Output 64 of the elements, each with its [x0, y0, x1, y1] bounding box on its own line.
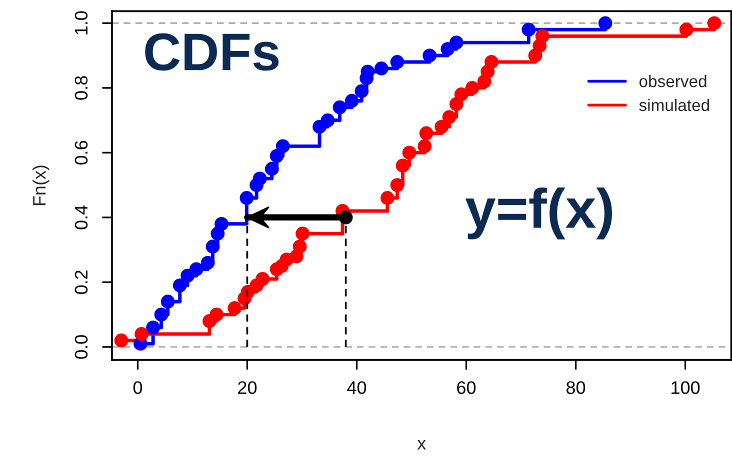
point: [214, 216, 228, 231]
point: [402, 146, 416, 160]
point: [442, 110, 456, 124]
x-axis-title: x: [417, 440, 426, 450]
point: [252, 172, 267, 186]
y-tick-label: 0.8: [74, 76, 88, 100]
point: [114, 334, 128, 348]
point: [707, 16, 722, 30]
x-tick-label: 20: [238, 381, 257, 394]
annotation: CDFs: [145, 33, 279, 71]
point: [434, 120, 449, 134]
point: [320, 113, 335, 128]
y-tick-label: 0.2: [74, 270, 88, 294]
point: [396, 158, 410, 173]
x-tick-label: 40: [347, 381, 366, 394]
point: [418, 139, 432, 154]
point: [422, 48, 437, 62]
x-tick-label: 60: [457, 381, 476, 394]
point: [240, 191, 254, 205]
point: [354, 84, 369, 98]
point: [380, 191, 394, 205]
point: [264, 162, 279, 176]
y-tick-label: 0.0: [74, 335, 88, 359]
point: [270, 148, 284, 163]
point: [390, 55, 404, 69]
point: [679, 22, 694, 37]
y-tick-label: 0.4: [74, 205, 88, 230]
y-tick-label: 1.0: [74, 11, 88, 34]
point: [332, 100, 347, 114]
point: [440, 42, 455, 56]
point: [228, 301, 242, 316]
point: [449, 36, 464, 50]
x-tick-label: 100: [672, 381, 700, 394]
point: [292, 240, 307, 254]
y-tick-label: 0.6: [74, 140, 88, 165]
legend-label: simulated: [639, 98, 710, 112]
point: [535, 29, 550, 44]
point: [296, 226, 310, 241]
annotation: y=f(x): [465, 188, 612, 240]
x-tick-label: 0: [133, 381, 142, 394]
point: [419, 126, 434, 140]
point: [256, 272, 270, 286]
legend-label: observed: [639, 74, 706, 88]
point: [598, 16, 612, 30]
point: [210, 308, 224, 322]
point: [200, 256, 215, 270]
point: [338, 210, 353, 224]
point: [390, 178, 404, 192]
point: [454, 87, 468, 102]
point: [146, 320, 160, 334]
point: [206, 240, 220, 254]
y-axis-title: Fn(x): [32, 166, 50, 206]
point: [374, 62, 388, 76]
point: [344, 94, 359, 108]
point: [522, 22, 536, 37]
point: [160, 294, 175, 309]
point: [276, 139, 290, 154]
point: [484, 55, 498, 69]
point: [189, 262, 204, 276]
point: [172, 278, 187, 292]
x-tick-label: 80: [566, 381, 586, 394]
point: [134, 327, 149, 341]
point: [154, 308, 168, 322]
point: [465, 80, 480, 95]
